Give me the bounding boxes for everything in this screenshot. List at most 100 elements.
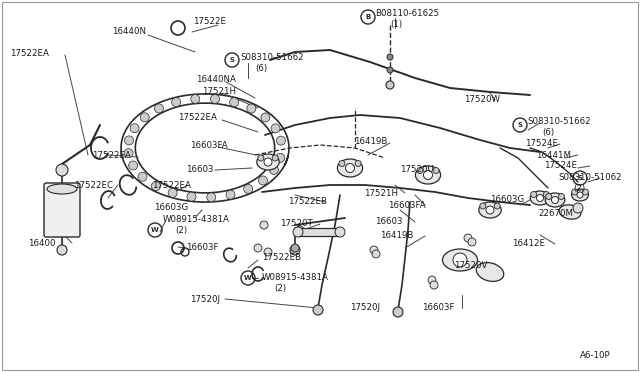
Text: 17520U: 17520U <box>400 166 434 174</box>
Circle shape <box>207 193 216 202</box>
Ellipse shape <box>530 191 550 205</box>
Circle shape <box>276 136 285 145</box>
Text: B: B <box>365 14 371 20</box>
Text: (2): (2) <box>175 227 187 235</box>
Ellipse shape <box>572 189 588 201</box>
Text: 16603FA: 16603FA <box>388 201 426 209</box>
Ellipse shape <box>337 159 363 177</box>
Circle shape <box>339 160 345 167</box>
Text: 17522EA: 17522EA <box>152 180 191 189</box>
Text: 22670M: 22670M <box>538 208 573 218</box>
Circle shape <box>56 164 68 176</box>
Text: S08310-51662: S08310-51662 <box>240 54 303 62</box>
Text: 17521H: 17521H <box>202 87 236 96</box>
Circle shape <box>258 155 264 161</box>
Text: 16603G: 16603G <box>154 203 188 212</box>
Circle shape <box>264 158 272 166</box>
Text: S: S <box>230 57 234 63</box>
Circle shape <box>125 136 134 145</box>
Circle shape <box>433 167 439 173</box>
Circle shape <box>172 98 180 107</box>
Circle shape <box>247 104 256 113</box>
Circle shape <box>269 166 278 174</box>
Circle shape <box>191 94 200 103</box>
Circle shape <box>154 104 163 113</box>
Text: S08310-51062: S08310-51062 <box>558 173 621 183</box>
Circle shape <box>152 182 161 190</box>
Text: 16419B: 16419B <box>354 138 387 147</box>
Circle shape <box>480 203 486 209</box>
Circle shape <box>244 185 253 193</box>
Text: 17524E: 17524E <box>544 161 577 170</box>
Ellipse shape <box>442 249 477 271</box>
Text: S08310-51662: S08310-51662 <box>527 118 591 126</box>
Text: (2): (2) <box>274 283 286 292</box>
Text: W: W <box>244 275 252 281</box>
Text: 17520W: 17520W <box>464 96 500 105</box>
Circle shape <box>168 188 177 198</box>
Ellipse shape <box>257 154 279 170</box>
Circle shape <box>464 234 472 242</box>
Text: 17522EA: 17522EA <box>10 49 49 58</box>
Circle shape <box>387 67 393 73</box>
Circle shape <box>254 244 262 252</box>
Circle shape <box>372 250 380 258</box>
Text: 17522EA: 17522EA <box>178 113 217 122</box>
Text: 17520J: 17520J <box>350 304 380 312</box>
Circle shape <box>296 226 304 234</box>
Circle shape <box>335 227 345 237</box>
Circle shape <box>293 227 303 237</box>
Text: 17520V: 17520V <box>454 260 488 269</box>
Text: 16603: 16603 <box>375 218 403 227</box>
Circle shape <box>430 281 438 289</box>
Text: 16603F: 16603F <box>186 244 218 253</box>
Circle shape <box>138 172 147 181</box>
Text: 17520T: 17520T <box>280 219 313 228</box>
Circle shape <box>140 113 149 122</box>
Text: (6): (6) <box>542 128 554 138</box>
Circle shape <box>124 149 133 158</box>
Text: (2): (2) <box>573 185 585 193</box>
Circle shape <box>552 196 559 203</box>
Circle shape <box>264 248 272 256</box>
Circle shape <box>130 124 139 133</box>
Circle shape <box>546 193 552 199</box>
Circle shape <box>226 190 235 199</box>
Circle shape <box>424 170 433 180</box>
Text: S: S <box>577 175 582 181</box>
Ellipse shape <box>559 205 581 219</box>
Circle shape <box>272 155 278 161</box>
Circle shape <box>582 189 588 195</box>
Circle shape <box>572 189 578 195</box>
Ellipse shape <box>476 263 504 282</box>
Circle shape <box>290 245 300 255</box>
Circle shape <box>187 192 196 201</box>
Circle shape <box>453 253 467 267</box>
Bar <box>298 228 340 236</box>
Circle shape <box>291 244 299 252</box>
Text: 16440NA: 16440NA <box>196 76 236 84</box>
Circle shape <box>577 192 583 198</box>
Circle shape <box>211 94 220 103</box>
Circle shape <box>531 192 537 198</box>
Ellipse shape <box>545 193 564 207</box>
Ellipse shape <box>415 166 440 184</box>
Circle shape <box>260 221 268 229</box>
Text: 17522E: 17522E <box>193 17 226 26</box>
Circle shape <box>486 206 494 214</box>
Circle shape <box>355 160 361 167</box>
Text: 16603G: 16603G <box>490 196 524 205</box>
Circle shape <box>313 305 323 315</box>
Ellipse shape <box>47 184 77 194</box>
Text: 17522EA: 17522EA <box>92 151 131 160</box>
Text: 16603F: 16603F <box>422 304 454 312</box>
Text: 17524E: 17524E <box>525 140 558 148</box>
Circle shape <box>558 193 564 199</box>
Text: W08915-4381A: W08915-4381A <box>262 273 329 282</box>
Text: (1): (1) <box>390 20 402 29</box>
Circle shape <box>417 167 423 173</box>
Circle shape <box>230 98 239 107</box>
Text: 17520J: 17520J <box>190 295 220 305</box>
Text: 16412E: 16412E <box>512 240 545 248</box>
FancyBboxPatch shape <box>44 183 80 237</box>
